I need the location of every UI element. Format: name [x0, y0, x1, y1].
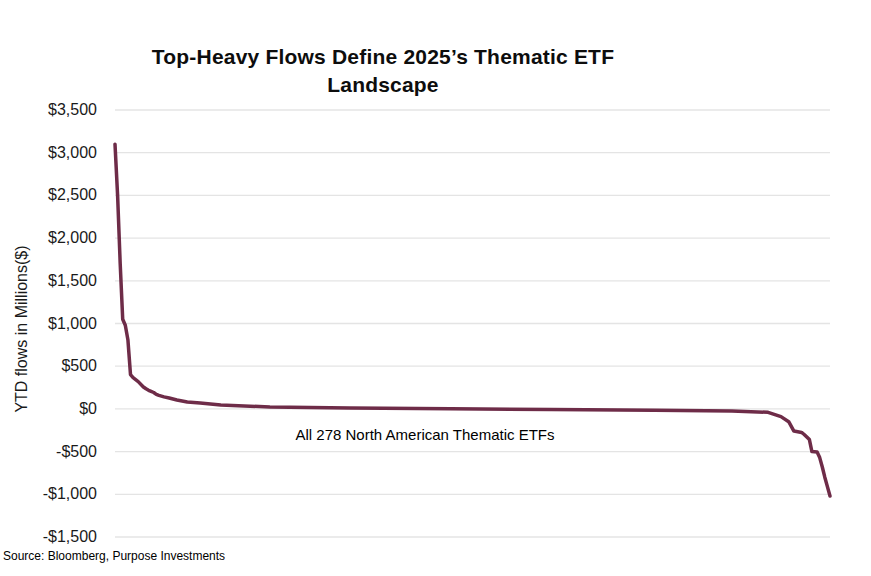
source-note: Source: Bloomberg, Purpose Investments [3, 549, 225, 563]
chart-annotation: All 278 North American Thematic ETFs [225, 426, 625, 443]
chart-canvas: Top-Heavy Flows Define 2025’s Thematic E… [0, 0, 871, 576]
flows-line [115, 144, 830, 496]
plot-svg [0, 0, 871, 576]
